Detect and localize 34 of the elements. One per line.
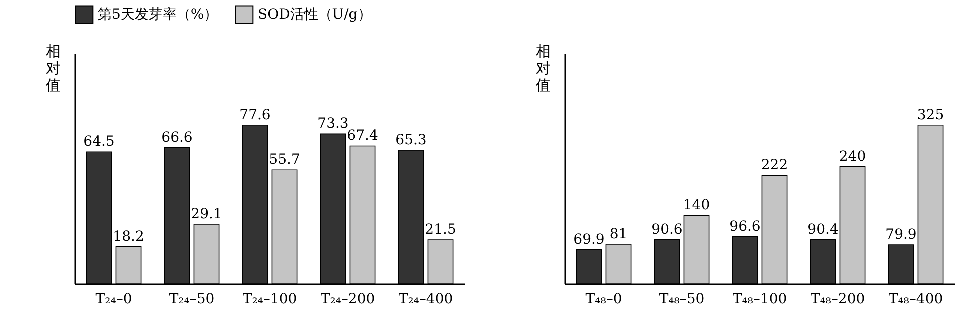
- data-label: 21.5: [425, 222, 456, 238]
- x-tick-label: T₄₈–0: [586, 292, 622, 308]
- x-tick-label: T₂₄–200: [320, 292, 376, 308]
- data-label: 64.5: [84, 134, 115, 150]
- y-axis-title: 相对值: [536, 42, 551, 94]
- data-label: 67.4: [347, 128, 378, 144]
- legend-label: 第5天发芽率（%）: [98, 6, 218, 23]
- data-label: 90.6: [652, 222, 683, 238]
- x-tick-label: T₂₄–50: [169, 292, 215, 308]
- legend-label: SOD活性（U/g）: [258, 6, 372, 23]
- data-label: 18.2: [113, 228, 144, 245]
- data-label: 240: [839, 148, 866, 165]
- data-label: 55.7: [269, 152, 300, 168]
- data-label: 66.6: [162, 130, 193, 146]
- data-label: 325: [917, 107, 944, 124]
- data-label: 222: [761, 158, 788, 174]
- x-tick-label: T₄₈–400: [888, 292, 944, 308]
- data-label: 140: [683, 198, 710, 214]
- data-label: 69.9: [574, 232, 605, 248]
- x-tick-label: T₂₄–400: [398, 292, 454, 308]
- data-label: 73.3: [318, 116, 349, 132]
- data-label: 81: [610, 226, 628, 242]
- x-tick-label: T₄₈–50: [659, 292, 705, 308]
- x-tick-label: T₄₈–200: [810, 292, 866, 308]
- data-label: 90.4: [808, 222, 839, 238]
- data-label: 65.3: [396, 132, 427, 149]
- data-label: 79.9: [886, 227, 917, 244]
- data-label: 29.1: [191, 206, 222, 223]
- x-tick-label: T₄₈–100: [732, 292, 788, 308]
- x-tick-label: T₂₄–0: [96, 292, 132, 308]
- data-label: 77.6: [240, 107, 271, 124]
- data-label: 96.6: [730, 218, 761, 235]
- y-axis-title: 相对值: [46, 42, 61, 94]
- x-tick-label: T₂₄–100: [242, 292, 298, 308]
